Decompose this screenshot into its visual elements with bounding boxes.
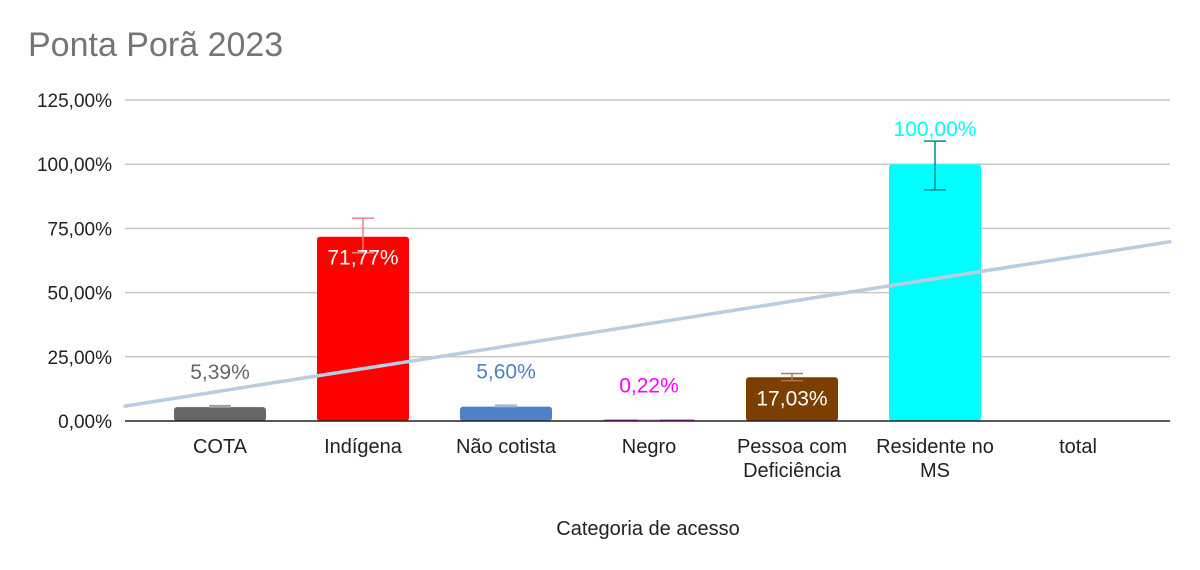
data-label: 17,03%	[756, 387, 827, 410]
x-tick-label: COTA	[193, 436, 248, 458]
y-tick-label: 25,00%	[48, 348, 113, 369]
x-tick-label: Indígena	[324, 436, 403, 458]
x-axis-title: Categoria de acesso	[556, 518, 740, 540]
x-tick-label: total	[1059, 436, 1097, 458]
trendline	[123, 240, 1172, 408]
bar	[317, 236, 409, 421]
bar	[174, 407, 266, 421]
y-tick-label: 50,00%	[48, 284, 113, 305]
x-tick-label: Não cotista	[456, 436, 557, 458]
x-tick-label: Negro	[622, 436, 676, 458]
x-tick-label: MS	[920, 460, 950, 482]
data-label: 5,39%	[190, 361, 250, 384]
x-tick-label: Pessoa com	[737, 436, 847, 458]
data-label: 5,60%	[476, 361, 536, 384]
chart-title: Ponta Porã 2023	[28, 26, 284, 64]
data-label: 0,22%	[619, 374, 679, 397]
y-tick-label: 100,00%	[37, 155, 112, 176]
bar	[460, 406, 552, 421]
x-tick-label: Deficiência	[743, 460, 842, 482]
y-tick-label: 0,00%	[58, 412, 112, 433]
y-tick-label: 125,00%	[37, 91, 112, 112]
y-tick-label: 75,00%	[48, 219, 113, 240]
x-tick-label: Residente no	[876, 436, 994, 458]
bar	[889, 164, 981, 421]
data-label: 71,77%	[327, 247, 398, 270]
data-label: 100,00%	[894, 118, 977, 141]
bar	[746, 377, 838, 421]
